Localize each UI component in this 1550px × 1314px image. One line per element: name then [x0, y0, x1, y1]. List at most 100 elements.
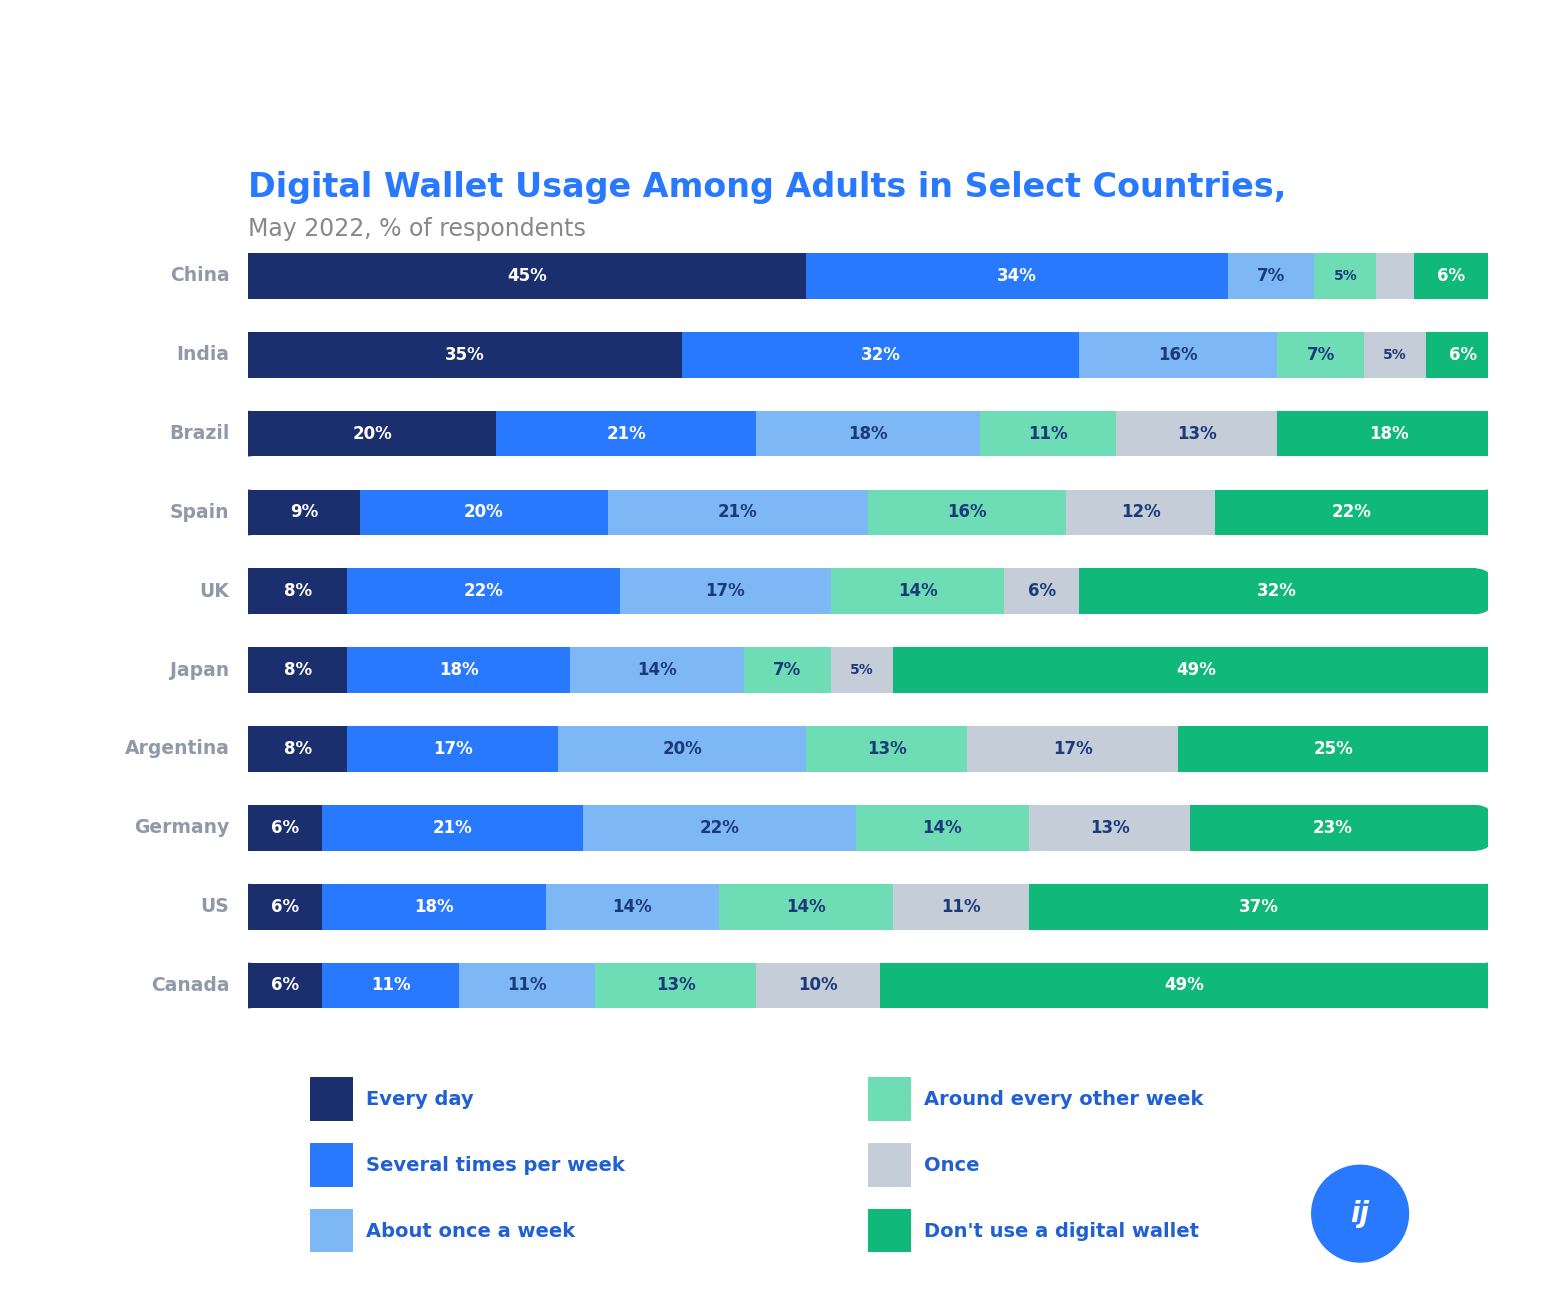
FancyBboxPatch shape	[866, 1075, 913, 1123]
Text: 8%: 8%	[284, 582, 312, 600]
Ellipse shape	[225, 963, 271, 1008]
Text: 49%: 49%	[1164, 976, 1204, 995]
Text: India: India	[177, 346, 229, 364]
Bar	[248, 332, 682, 377]
Text: 5%: 5%	[1333, 269, 1358, 283]
Bar	[347, 569, 620, 614]
Text: Canada: Canada	[150, 976, 229, 995]
Bar	[831, 569, 1004, 614]
Ellipse shape	[1465, 727, 1511, 771]
Ellipse shape	[225, 727, 271, 771]
Text: Don't use a digital wallet: Don't use a digital wallet	[924, 1222, 1198, 1240]
Text: 20%: 20%	[463, 503, 504, 522]
Text: 17%: 17%	[705, 582, 746, 600]
Text: 22%: 22%	[699, 819, 739, 837]
Text: 14%: 14%	[637, 661, 677, 679]
Bar	[1215, 490, 1488, 535]
Text: 16%: 16%	[1158, 346, 1198, 364]
Ellipse shape	[1477, 648, 1524, 692]
Text: 17%: 17%	[1052, 740, 1093, 758]
Text: Japan: Japan	[170, 661, 229, 679]
Text: 21%: 21%	[432, 819, 473, 837]
Text: 6%: 6%	[271, 897, 299, 916]
Bar	[459, 963, 595, 1008]
Bar	[558, 727, 806, 771]
Text: 8%: 8%	[284, 661, 312, 679]
Text: 7%: 7%	[1257, 267, 1285, 285]
Ellipse shape	[1465, 254, 1511, 298]
Text: 34%: 34%	[997, 267, 1037, 285]
Bar	[1029, 884, 1488, 929]
Bar	[1029, 805, 1190, 850]
Text: 7%: 7%	[773, 661, 801, 679]
Text: 13%: 13%	[866, 740, 907, 758]
Text: 20%: 20%	[662, 740, 702, 758]
Text: Brazil: Brazil	[169, 424, 229, 443]
Text: Spain: Spain	[170, 503, 229, 522]
Bar	[1277, 332, 1364, 377]
Ellipse shape	[1465, 884, 1511, 929]
Ellipse shape	[1477, 411, 1524, 456]
FancyBboxPatch shape	[866, 1206, 913, 1255]
FancyBboxPatch shape	[308, 1075, 355, 1123]
Text: 25%: 25%	[1313, 740, 1353, 758]
Text: Argentina: Argentina	[124, 740, 229, 758]
Text: Every day: Every day	[366, 1091, 473, 1109]
Text: 6%: 6%	[1449, 346, 1477, 364]
Bar	[682, 332, 1079, 377]
Text: 12%: 12%	[1121, 503, 1161, 522]
Text: 18%: 18%	[414, 897, 454, 916]
Bar	[719, 884, 893, 929]
Text: 16%: 16%	[947, 503, 987, 522]
Bar	[595, 963, 756, 1008]
Bar	[248, 727, 347, 771]
Bar	[1079, 332, 1277, 377]
Bar	[1004, 569, 1079, 614]
Bar	[756, 963, 880, 1008]
Text: 9%: 9%	[290, 503, 318, 522]
Text: 11%: 11%	[941, 897, 981, 916]
Text: 32%: 32%	[860, 346, 901, 364]
Text: 23%: 23%	[1313, 819, 1353, 837]
Bar	[360, 490, 608, 535]
Text: 22%: 22%	[463, 582, 504, 600]
Bar	[620, 569, 831, 614]
Text: 45%: 45%	[507, 267, 547, 285]
Text: 6%: 6%	[1437, 267, 1465, 285]
Bar	[1190, 805, 1476, 850]
Bar	[1277, 411, 1500, 456]
Bar	[248, 490, 360, 535]
Ellipse shape	[225, 254, 271, 298]
Bar	[322, 805, 583, 850]
Text: 14%: 14%	[922, 819, 963, 837]
Text: China: China	[170, 267, 229, 285]
Text: 21%: 21%	[606, 424, 646, 443]
Text: 49%: 49%	[1176, 661, 1217, 679]
Text: 11%: 11%	[1028, 424, 1068, 443]
Bar	[1116, 411, 1277, 456]
Bar	[248, 805, 322, 850]
Text: 18%: 18%	[1369, 424, 1409, 443]
Text: 14%: 14%	[612, 897, 653, 916]
Bar	[1079, 569, 1476, 614]
Text: ij: ij	[1350, 1200, 1370, 1227]
Bar	[248, 884, 322, 929]
Bar	[1364, 332, 1426, 377]
Bar	[831, 648, 893, 692]
Text: 14%: 14%	[897, 582, 938, 600]
Bar	[1178, 727, 1488, 771]
Text: 7%: 7%	[1307, 346, 1335, 364]
Bar	[347, 727, 558, 771]
Text: Digital Wallet Usage Among Adults in Select Countries,: Digital Wallet Usage Among Adults in Sel…	[248, 171, 1286, 204]
Ellipse shape	[225, 411, 271, 456]
Bar	[583, 805, 856, 850]
Bar	[322, 884, 546, 929]
Bar	[322, 963, 459, 1008]
Text: 21%: 21%	[718, 503, 758, 522]
Ellipse shape	[225, 332, 271, 377]
Bar	[1066, 490, 1215, 535]
Bar	[967, 727, 1178, 771]
Circle shape	[1311, 1166, 1409, 1261]
Ellipse shape	[1452, 569, 1499, 614]
Bar	[248, 254, 806, 298]
